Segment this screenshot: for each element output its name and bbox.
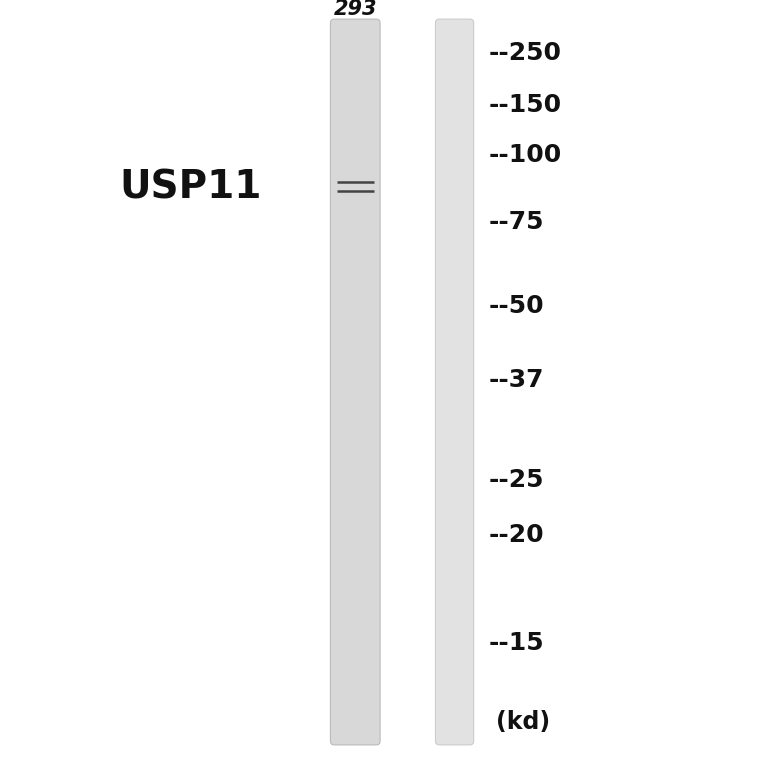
- Text: --15: --15: [489, 631, 545, 656]
- FancyBboxPatch shape: [331, 19, 380, 745]
- Text: --150: --150: [489, 93, 562, 118]
- Text: 293: 293: [334, 0, 377, 19]
- Text: --75: --75: [489, 209, 545, 234]
- Text: --100: --100: [489, 143, 562, 167]
- FancyBboxPatch shape: [435, 19, 474, 745]
- Text: USP11: USP11: [120, 168, 262, 206]
- Text: --25: --25: [489, 468, 545, 492]
- Text: --20: --20: [489, 523, 545, 547]
- Text: (kd): (kd): [497, 710, 550, 734]
- Text: --50: --50: [489, 293, 545, 318]
- Text: --37: --37: [489, 368, 545, 393]
- Text: --250: --250: [489, 41, 562, 66]
